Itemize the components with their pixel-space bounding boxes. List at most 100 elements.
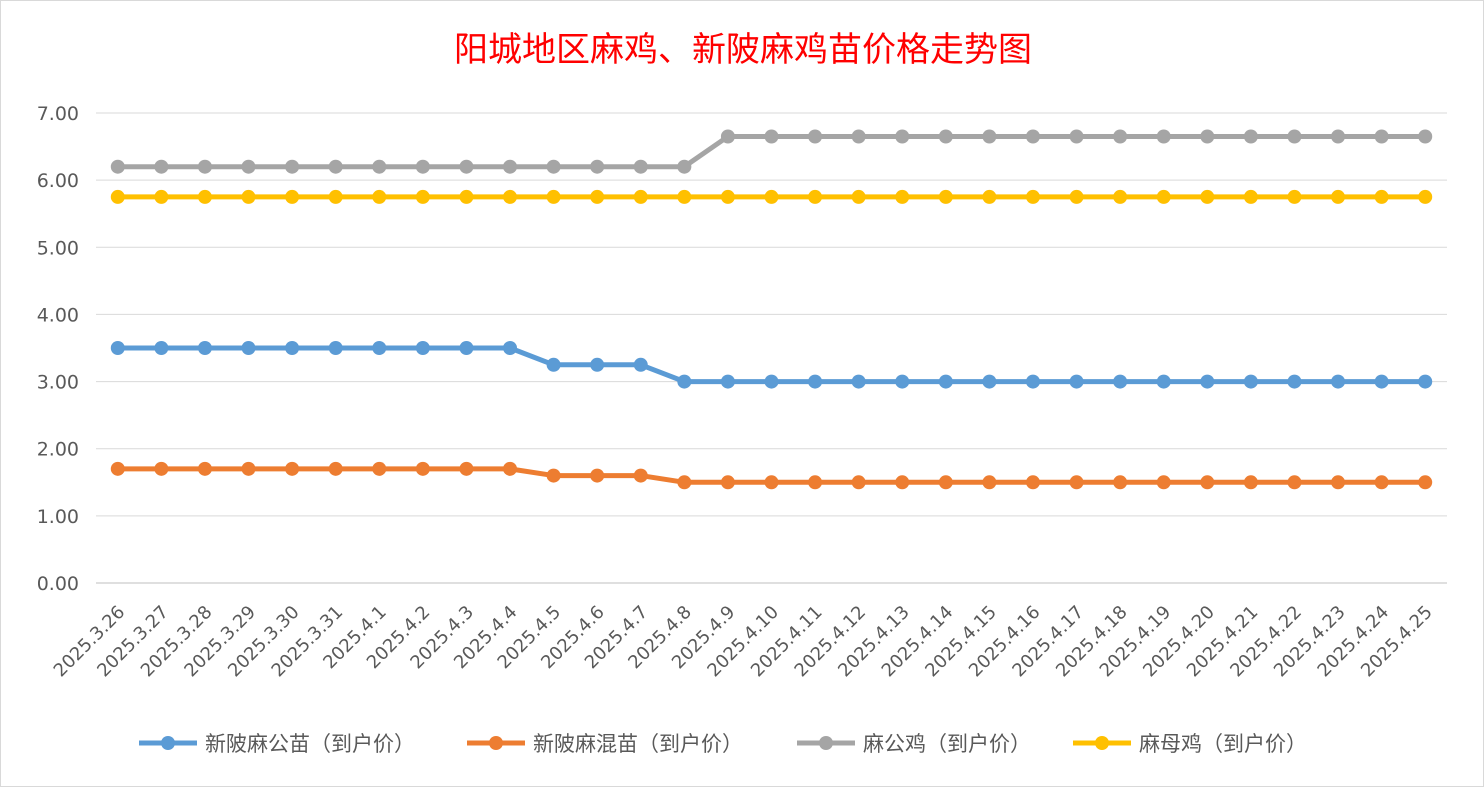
- data-point: [459, 189, 474, 204]
- series-3: [110, 129, 1433, 174]
- data-point: [720, 374, 735, 389]
- data-point: [503, 461, 518, 476]
- x-axis-ticks: 2025.3.262025.3.272025.3.282025.3.292025…: [50, 602, 1437, 682]
- data-point: [1331, 189, 1346, 204]
- data-point: [1287, 475, 1302, 490]
- y-tick-label: 6.00: [37, 170, 79, 192]
- legend-label: 麻公鸡（到户价）: [863, 732, 1031, 756]
- data-point: [503, 189, 518, 204]
- data-point: [285, 461, 300, 476]
- data-point: [546, 468, 561, 483]
- legend-swatch-marker: [489, 736, 503, 750]
- data-point: [1113, 475, 1128, 490]
- data-point: [197, 341, 212, 355]
- data-point: [1069, 129, 1084, 144]
- data-point: [197, 159, 212, 174]
- data-point: [1418, 475, 1433, 490]
- data-point: [241, 461, 256, 476]
- data-point: [1025, 129, 1040, 144]
- data-point: [459, 159, 474, 174]
- data-point: [1331, 129, 1346, 144]
- data-point: [1331, 475, 1346, 490]
- data-point: [938, 129, 953, 144]
- data-point: [241, 189, 256, 204]
- data-point: [372, 189, 387, 204]
- data-point: [590, 189, 605, 204]
- legend-swatch-marker: [819, 736, 833, 750]
- y-tick-label: 2.00: [37, 439, 79, 461]
- data-point: [764, 129, 779, 144]
- data-point: [1374, 189, 1389, 204]
- data-point: [1374, 475, 1389, 490]
- legend-label: 新陂麻混苗（到户价）: [533, 732, 743, 756]
- data-point: [1200, 374, 1215, 389]
- data-point: [372, 461, 387, 476]
- data-point: [633, 189, 648, 204]
- data-point: [982, 374, 997, 389]
- data-point: [1287, 129, 1302, 144]
- data-point: [1418, 189, 1433, 204]
- data-point: [1374, 129, 1389, 144]
- data-point: [415, 189, 430, 204]
- data-point: [1113, 374, 1128, 389]
- legend-item: 麻母鸡（到户价）: [1073, 732, 1307, 756]
- data-point: [633, 159, 648, 174]
- data-point: [241, 159, 256, 174]
- y-axis-ticks: 0.00 1.00 2.00 3.00 4.00 5.00 6.00 7.00: [37, 103, 79, 595]
- data-point: [415, 341, 430, 355]
- data-point: [677, 475, 692, 490]
- data-point: [1287, 374, 1302, 389]
- legend-label: 新陂麻公苗（到户价）: [205, 732, 415, 756]
- data-point: [851, 129, 866, 144]
- series-2: [110, 461, 1433, 490]
- data-point: [1025, 374, 1040, 389]
- data-point: [1069, 475, 1084, 490]
- data-point: [720, 189, 735, 204]
- data-point: [154, 461, 169, 476]
- series-lines: [110, 129, 1433, 490]
- data-point: [590, 159, 605, 174]
- data-point: [110, 341, 125, 355]
- data-point: [1418, 129, 1433, 144]
- data-point: [677, 159, 692, 174]
- data-point: [328, 461, 343, 476]
- data-point: [1156, 374, 1171, 389]
- data-point: [285, 159, 300, 174]
- data-point: [1243, 129, 1258, 144]
- legend-swatch-marker: [161, 736, 175, 750]
- data-point: [154, 189, 169, 204]
- data-point: [1113, 189, 1128, 204]
- data-point: [851, 189, 866, 204]
- y-tick-label: 5.00: [37, 237, 79, 259]
- data-point: [982, 475, 997, 490]
- data-point: [808, 374, 823, 389]
- data-point: [1025, 189, 1040, 204]
- data-point: [197, 461, 212, 476]
- data-point: [328, 341, 343, 355]
- data-point: [1156, 189, 1171, 204]
- data-point: [764, 189, 779, 204]
- y-tick-label: 3.00: [37, 372, 79, 394]
- data-point: [459, 461, 474, 476]
- legend: 新陂麻公苗（到户价） 新陂麻混苗（到户价） 麻公鸡（到户价） 麻母鸡（到户价）: [139, 732, 1307, 756]
- y-tick-label: 7.00: [37, 103, 79, 125]
- data-point: [110, 159, 125, 174]
- data-point: [415, 461, 430, 476]
- data-point: [110, 461, 125, 476]
- data-point: [677, 374, 692, 389]
- data-point: [1243, 189, 1258, 204]
- data-point: [938, 374, 953, 389]
- data-point: [372, 159, 387, 174]
- data-point: [895, 189, 910, 204]
- data-point: [895, 374, 910, 389]
- chart-title: 阳城地区麻鸡、新陂麻鸡苗价格走势图: [454, 30, 1032, 70]
- data-point: [197, 189, 212, 204]
- legend-item: 新陂麻公苗（到户价）: [139, 732, 415, 756]
- legend-label: 麻母鸡（到户价）: [1139, 732, 1307, 756]
- data-point: [764, 374, 779, 389]
- data-point: [590, 357, 605, 372]
- data-point: [764, 475, 779, 490]
- data-point: [895, 129, 910, 144]
- data-point: [328, 189, 343, 204]
